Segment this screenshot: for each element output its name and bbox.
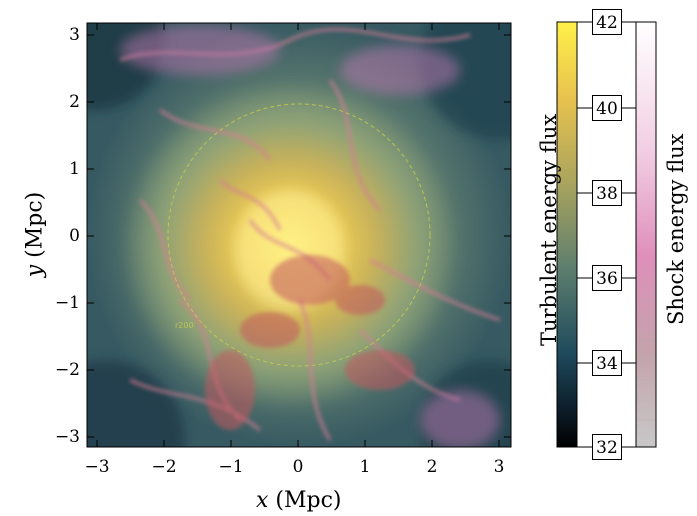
- x-tick-label: 2: [426, 457, 438, 477]
- shock-colorbar-title: Shock energy flux: [664, 133, 688, 326]
- y-axis-title: y (Mpc): [23, 180, 48, 290]
- turbulent-colorbar-title: Turbulent energy flux: [537, 113, 561, 346]
- x-axis-var: x: [256, 488, 269, 513]
- x-axis-unit: (Mpc): [275, 488, 342, 513]
- x-tick-label: −1: [218, 457, 244, 477]
- colorbar-tick-label: 40: [592, 95, 622, 121]
- simulation-image: [87, 23, 511, 447]
- colorbar-tick-label: 32: [592, 434, 622, 460]
- r200-circle: [167, 103, 431, 367]
- y-tick-label: −1: [54, 293, 80, 313]
- turbulent-colorbar: [556, 21, 578, 448]
- shock-colorbar: [635, 21, 657, 448]
- y-tick-label: 0: [69, 226, 80, 246]
- colorbar-tick-label: 38: [592, 180, 622, 206]
- r200-label: r200: [175, 321, 194, 330]
- y-tick-label: −2: [54, 360, 80, 380]
- colorbar-tick-label: 36: [592, 265, 622, 291]
- y-tick-label: −3: [54, 427, 80, 447]
- colorbar-tick-label: 34: [592, 350, 622, 376]
- x-tick-label: 0: [292, 457, 304, 477]
- x-tick-label: −3: [84, 457, 110, 477]
- x-axis-title: x (Mpc): [256, 488, 342, 513]
- y-tick-label: 3: [69, 25, 80, 45]
- x-tick-label: 1: [359, 457, 371, 477]
- y-axis-ticks: [87, 34, 511, 438]
- y-axis-unit: (Mpc): [22, 191, 48, 258]
- x-axis-ticks: [96, 23, 500, 447]
- y-axis-var: y: [22, 264, 48, 278]
- x-tick-label: −2: [151, 457, 177, 477]
- x-tick-label: 3: [493, 457, 505, 477]
- y-tick-label: 1: [69, 159, 80, 179]
- plot-frame: [86, 22, 512, 448]
- y-tick-label: 2: [69, 92, 80, 112]
- colorbar-tick-label: 42: [592, 9, 622, 35]
